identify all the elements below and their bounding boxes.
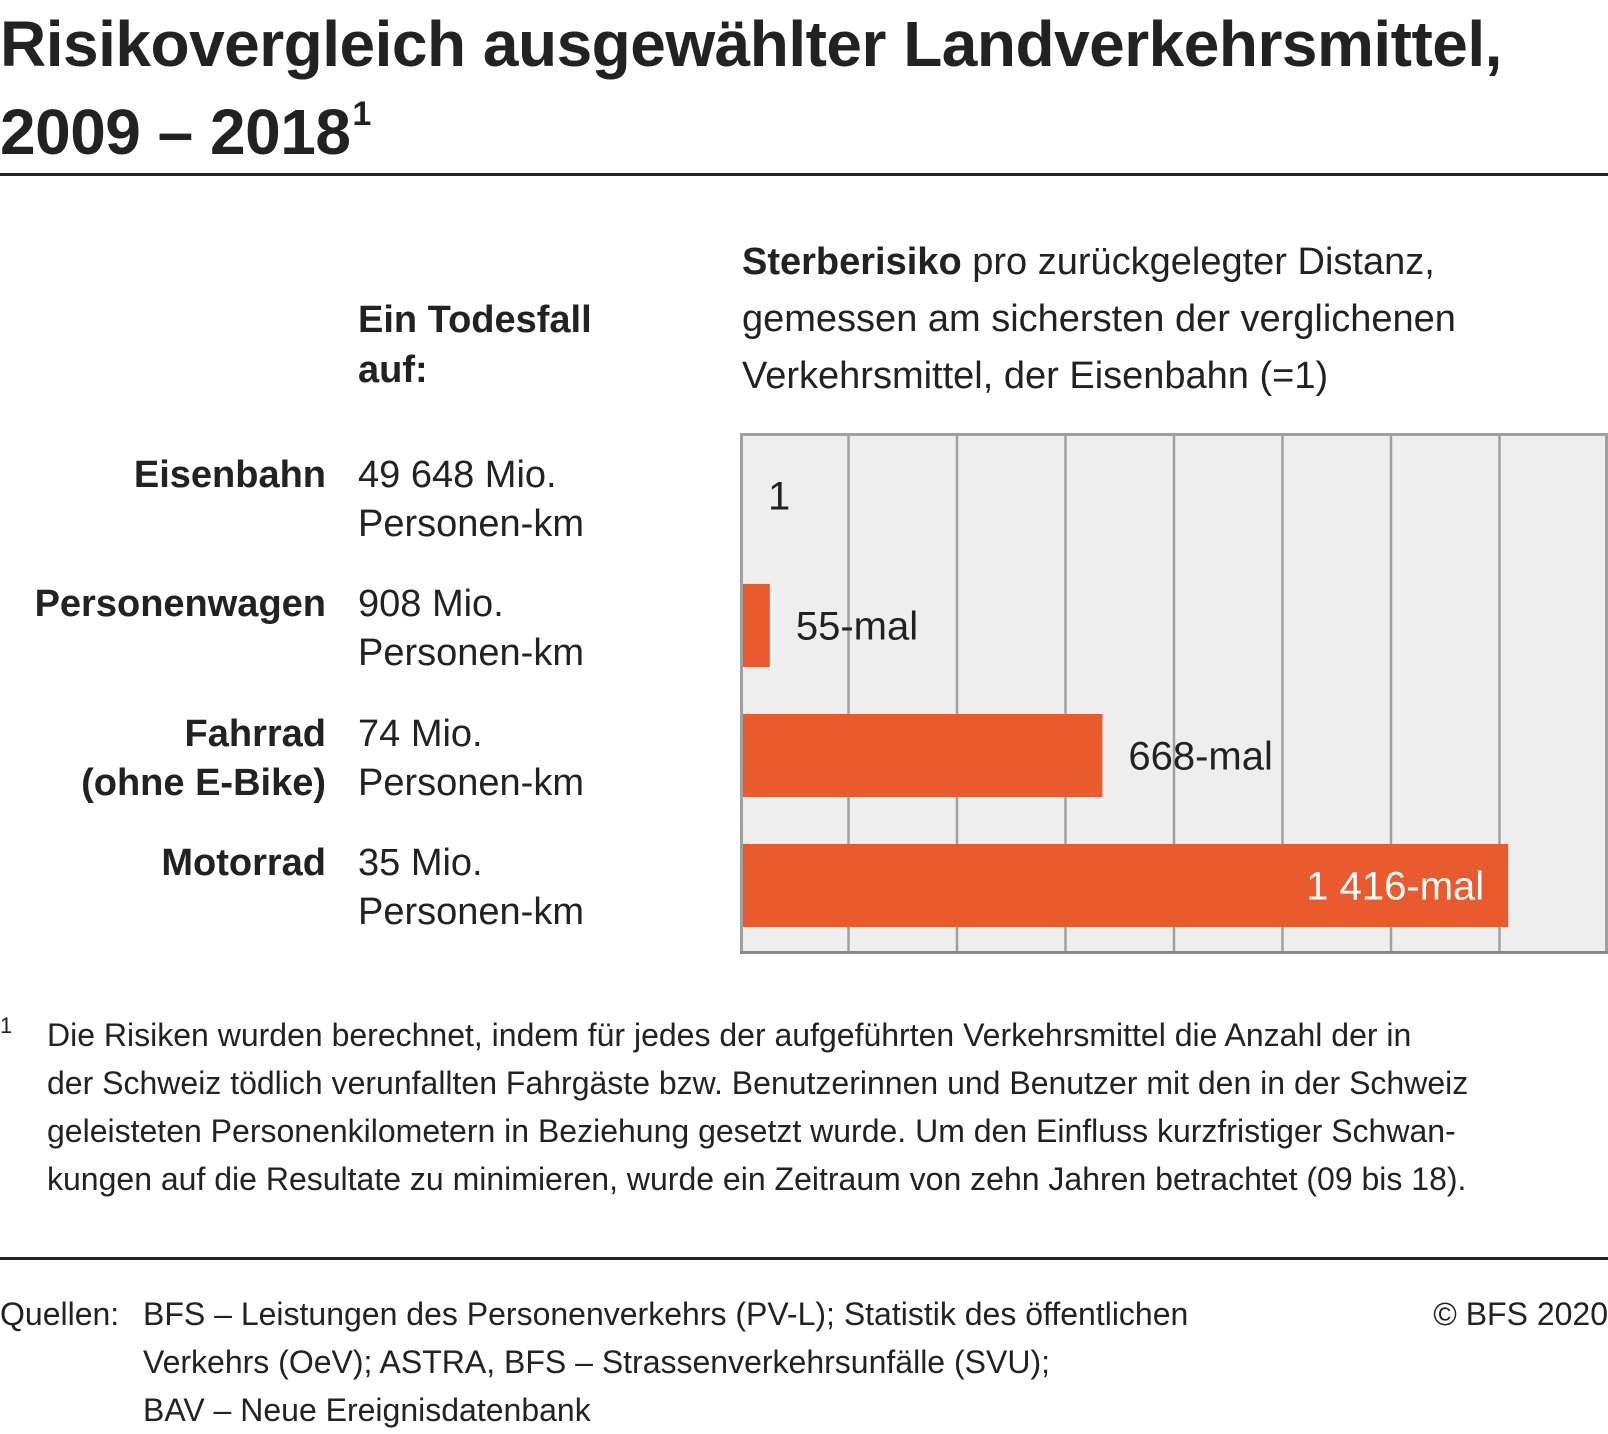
- row-value-motorrad-line-2: Personen-km: [358, 891, 584, 933]
- row-label-eisenbahn-line-1: Eisenbahn: [133, 454, 326, 496]
- row-value-eisenbahn: 49 648 Mio. Personen-km: [358, 451, 584, 549]
- chart-header-line-3: Verkehrsmittel, der Eisenbahn (=1): [742, 355, 1329, 397]
- row-value-eisenbahn-line-1: 49 648 Mio.: [358, 454, 557, 496]
- row-value-motorrad-line-1: 35 Mio.: [358, 842, 483, 884]
- row-label-fahrrad-line-1: Fahrrad: [184, 713, 326, 755]
- sources-line-1: BFS – Leistungen des Personenverkehrs (P…: [143, 1296, 1189, 1332]
- table-header-line-1: Ein Todesfall: [358, 299, 592, 341]
- title-footnote-ref: 1: [352, 95, 371, 133]
- row-label-fahrrad-line-2: (ohne E-Bike): [81, 762, 326, 804]
- risk-bar-chart: 1 55-mal 668-mal 1 416-mal: [740, 433, 1608, 954]
- title-line-2: 2009 – 20181: [0, 88, 1560, 176]
- row-value-motorrad: 35 Mio. Personen-km: [358, 839, 584, 937]
- row-label-motorrad: Motorrad: [161, 839, 326, 888]
- footnote-line-2: der Schweiz tödlich verunfallten Fahrgäs…: [47, 1065, 1469, 1101]
- chart-header: Sterberisiko pro zurückgelegter Distanz,…: [742, 234, 1602, 405]
- title-line-1: Risikovergleich ausgewählter Landverkehr…: [0, 8, 1502, 80]
- sources-line-2: Verkehrs (OeV); ASTRA, BFS – Strassenver…: [143, 1344, 1050, 1380]
- copyright: © BFS 2020: [1433, 1296, 1608, 1332]
- data-label-4: 1 416-mal: [1306, 865, 1484, 909]
- plot-frame: [740, 433, 1608, 954]
- table-header-line-2: auf:: [358, 349, 428, 391]
- footnote-line-3: geleisteten Personenkilometern in Bezieh…: [47, 1113, 1456, 1149]
- row-value-personenwagen-line-1: 908 Mio.: [358, 583, 504, 625]
- bottom-divider: [0, 1257, 1608, 1260]
- chart-header-bold: Sterberisiko: [742, 241, 962, 283]
- row-label-motorrad-line-1: Motorrad: [161, 842, 326, 884]
- bar-4: [740, 844, 1509, 927]
- chart-header-line-1-rest: pro zurückgelegter Distanz,: [961, 241, 1435, 283]
- bars: [740, 454, 1509, 927]
- data-labels: 1 55-mal 668-mal 1 416-mal: [768, 475, 1484, 909]
- footnote-line-1: Die Risiken wurden berechnet, indem für …: [47, 1017, 1412, 1053]
- row-label-personenwagen: Personenwagen: [35, 580, 326, 629]
- footnote-mark: 1: [0, 1013, 13, 1038]
- row-label-fahrrad: Fahrrad (ohne E-Bike): [81, 710, 326, 808]
- bar-2: [740, 584, 770, 667]
- data-label-3: 668-mal: [1128, 735, 1273, 779]
- title-years: 2009 – 2018: [0, 96, 351, 168]
- row-value-personenwagen: 908 Mio. Personen-km: [358, 580, 584, 678]
- sources-line-3: BAV – Neue Ereignisdatenbank: [143, 1392, 591, 1428]
- row-label-eisenbahn: Eisenbahn: [134, 451, 326, 500]
- sources-label: Quellen:: [0, 1296, 120, 1332]
- row-value-fahrrad-line-2: Personen-km: [358, 762, 584, 804]
- row-value-fahrrad-line-1: 74 Mio.: [358, 713, 483, 755]
- row-label-personenwagen-line-1: Personenwagen: [34, 583, 326, 625]
- chart-header-line-2: gemessen am sichersten der verglichenen: [742, 298, 1456, 340]
- data-label-1: 1: [768, 475, 790, 519]
- chart-header-line-1: Sterberisiko pro zurückgelegter Distanz,: [742, 234, 1602, 291]
- table-column-header: Ein Todesfall auf:: [358, 295, 592, 395]
- bar-3: [740, 714, 1103, 797]
- row-value-eisenbahn-line-2: Personen-km: [358, 503, 584, 545]
- footnote-text: Die Risiken wurden berechnet, indem für …: [47, 1011, 1608, 1203]
- chart-title: Risikovergleich ausgewählter Landverkehr…: [0, 0, 1560, 176]
- row-value-fahrrad: 74 Mio. Personen-km: [358, 710, 584, 808]
- row-value-personenwagen-line-2: Personen-km: [358, 632, 584, 674]
- sources-text: BFS – Leistungen des Personenverkehrs (P…: [143, 1290, 1188, 1434]
- footnote-line-4: kungen auf die Resultate zu minimieren, …: [47, 1161, 1467, 1197]
- top-divider: [0, 173, 1608, 176]
- data-label-2: 55-mal: [796, 605, 918, 649]
